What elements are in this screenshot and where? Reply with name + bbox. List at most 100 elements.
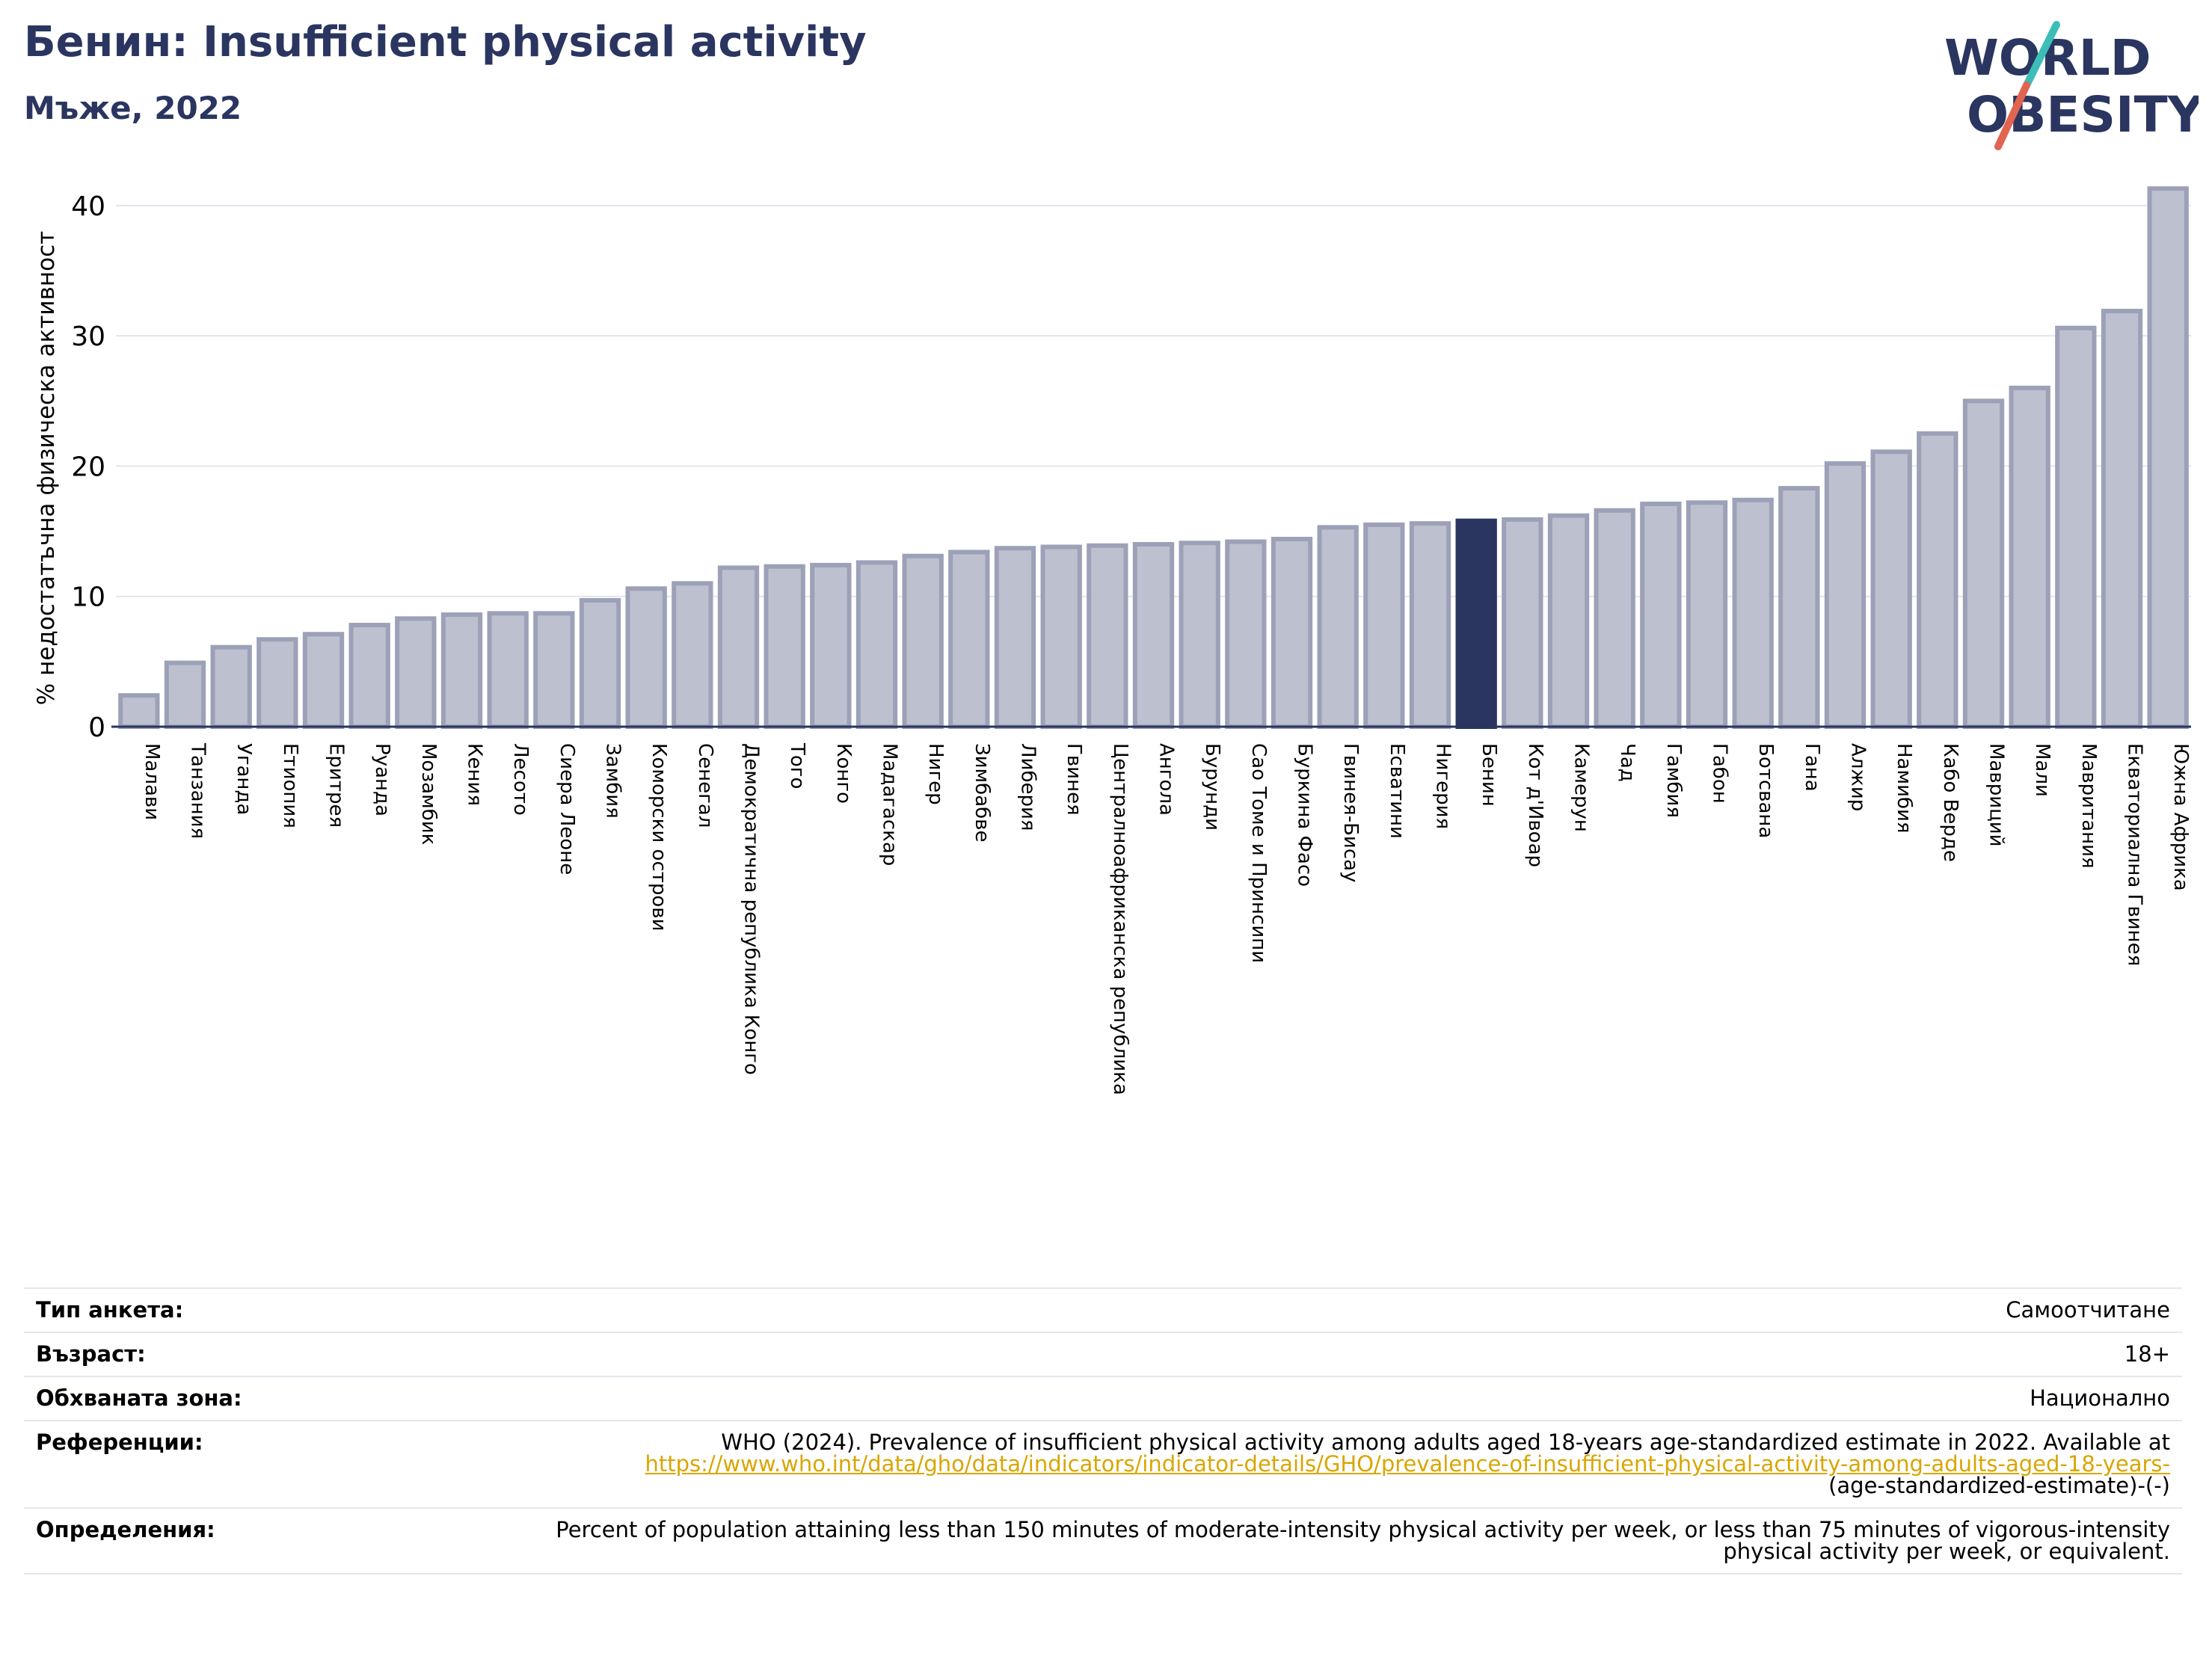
x-tick-label: Намибия (1893, 743, 1915, 834)
bar-31 (1547, 513, 1590, 730)
x-tick-label: Камерун (1570, 743, 1593, 832)
x-tick-label: Чад (1616, 743, 1638, 782)
bar-12 (672, 581, 713, 729)
x-tick-label: Демократична република Конго (740, 743, 763, 1075)
bar-30 (1502, 517, 1543, 730)
bar-9 (533, 611, 575, 729)
x-tick-label: Малави (141, 743, 163, 820)
x-tick-label: Гана (1801, 743, 1823, 792)
info-row-area: Обхваната зона: Национално (24, 1376, 2182, 1421)
bar-25 (1271, 537, 1313, 729)
bar-40 (1962, 398, 2005, 729)
bar-29 (1455, 518, 1497, 730)
x-tick-label: Ангола (1155, 743, 1178, 816)
y-tick-label: 0 (88, 712, 105, 743)
y-tick-label: 20 (71, 452, 105, 482)
bar-15 (810, 562, 852, 730)
bar-22 (1132, 542, 1175, 729)
y-tick-label: 10 (71, 582, 105, 613)
age-value: 18+ (497, 1332, 2182, 1376)
definitions-label: Определения: (24, 1507, 497, 1575)
x-tick-label: Бенин (1478, 743, 1500, 807)
x-tick-label: Лесото (509, 743, 532, 816)
x-tick-label: Бурунди (1201, 743, 1223, 831)
info-row-survey-type: Тип анкета: Самоотчитане (24, 1287, 2182, 1332)
info-row-age: Възраст: 18+ (24, 1332, 2182, 1376)
survey-type-label: Тип анкета: (24, 1287, 497, 1332)
references-link-tail: (age-standardized-estimate)-(-) (1828, 1473, 2170, 1498)
references-label: Референции: (24, 1420, 497, 1508)
bar-chart: Малави Танзания Уганда Етиопия Еритрея Руанда… (33, 186, 2192, 1095)
bar-35 (1732, 497, 1774, 729)
x-tick-label: Конго (832, 743, 855, 804)
x-tick-label: Замбия (602, 743, 624, 819)
references-text: WHO (2024). Prevalence of insufficient p… (721, 1429, 2170, 1455)
x-tick-label: Мавритания (2077, 743, 2100, 869)
x-tick-label: Мавриций (1985, 743, 2008, 847)
x-tick-label: Гвинея (1063, 743, 1085, 816)
y-axis-title: % недостатъчна физическа активност (33, 231, 60, 705)
page-title: Бенин: Insufficient physical activity (24, 18, 867, 67)
x-tick-labels: Малави Танзания Уганда Етиопия Еритрея Руанда… (141, 742, 2192, 1095)
world-obesity-logo: WORLD OBESITY (1944, 21, 2199, 150)
bar-34 (1686, 500, 1728, 729)
bar-0 (118, 693, 160, 730)
y-tick-label: 30 (71, 321, 105, 352)
bar-1 (164, 660, 206, 729)
bar-23 (1179, 541, 1220, 729)
age-label: Възраст: (24, 1332, 497, 1376)
area-value: Национално (497, 1376, 2182, 1421)
x-tick-label: Кабо Верде (1939, 743, 1961, 862)
bar-38 (1870, 449, 1912, 729)
x-tick-label: Танзания (187, 742, 209, 839)
x-tick-label: Ботсвана (1754, 743, 1777, 838)
bar-21 (1087, 543, 1128, 729)
x-tick-label: Алжир (1847, 743, 1870, 811)
x-tick-label: Кения (464, 743, 486, 806)
x-tick-label: Южна Африка (2169, 743, 2192, 891)
bar-6 (395, 616, 437, 729)
x-tick-label: Еритрея (325, 743, 348, 828)
bar-36 (1778, 486, 1820, 729)
x-tick-label: Уганда (233, 743, 255, 815)
x-tick-label: Нигерия (1432, 743, 1454, 829)
bar-37 (1824, 461, 1867, 729)
info-row-definitions: Определения: Percent of population attai… (24, 1507, 2182, 1575)
bar-28 (1409, 521, 1451, 729)
bar-41 (2009, 385, 2050, 729)
info-table: Тип анкета: Самоотчитане Възраст: 18+ Об… (24, 1287, 2182, 1575)
bar-17 (902, 553, 944, 730)
bar-27 (1363, 522, 1405, 729)
bar-7 (440, 612, 483, 729)
bar-26 (1317, 525, 1359, 729)
references-value: WHO (2024). Prevalence of insufficient p… (497, 1420, 2182, 1508)
bar-4 (302, 632, 345, 729)
bar-5 (348, 623, 390, 729)
references-link[interactable]: https://www.who.int/data/gho/data/indica… (645, 1451, 2170, 1477)
x-tick-label: Мали (2031, 743, 2053, 797)
logo-slash-teal (2023, 21, 2060, 89)
bar-20 (1040, 544, 1082, 729)
x-tick-label: Есватини (1386, 743, 1408, 839)
x-tick-label: Габон (1709, 743, 1731, 804)
y-tick-label: 40 (71, 191, 105, 222)
x-tick-label: Мадагаскар (879, 743, 901, 866)
bar-24 (1225, 539, 1267, 729)
x-tick-label: Кот д'Ивоар (1524, 743, 1546, 867)
bar-10 (579, 597, 621, 730)
x-tick-label: Руанда (371, 743, 393, 816)
bar-8 (487, 611, 529, 729)
x-tick-label: Сенегал (694, 743, 716, 828)
survey-type-value: Самоотчитане (497, 1287, 2182, 1332)
area-label: Обхваната зона: (24, 1376, 497, 1421)
bar-14 (764, 564, 805, 730)
bar-16 (855, 560, 898, 730)
bar-32 (1594, 508, 1635, 730)
x-tick-label: Зимбабве (971, 743, 993, 843)
x-tick-label: Гамбия (1662, 743, 1685, 818)
bars (118, 186, 2189, 730)
bar-39 (1917, 431, 1958, 729)
bar-44 (2147, 186, 2189, 729)
x-tick-label: Централноафриканска република (1109, 743, 1131, 1095)
x-tick-label: Сао Томе и Принсипи (1247, 743, 1270, 963)
